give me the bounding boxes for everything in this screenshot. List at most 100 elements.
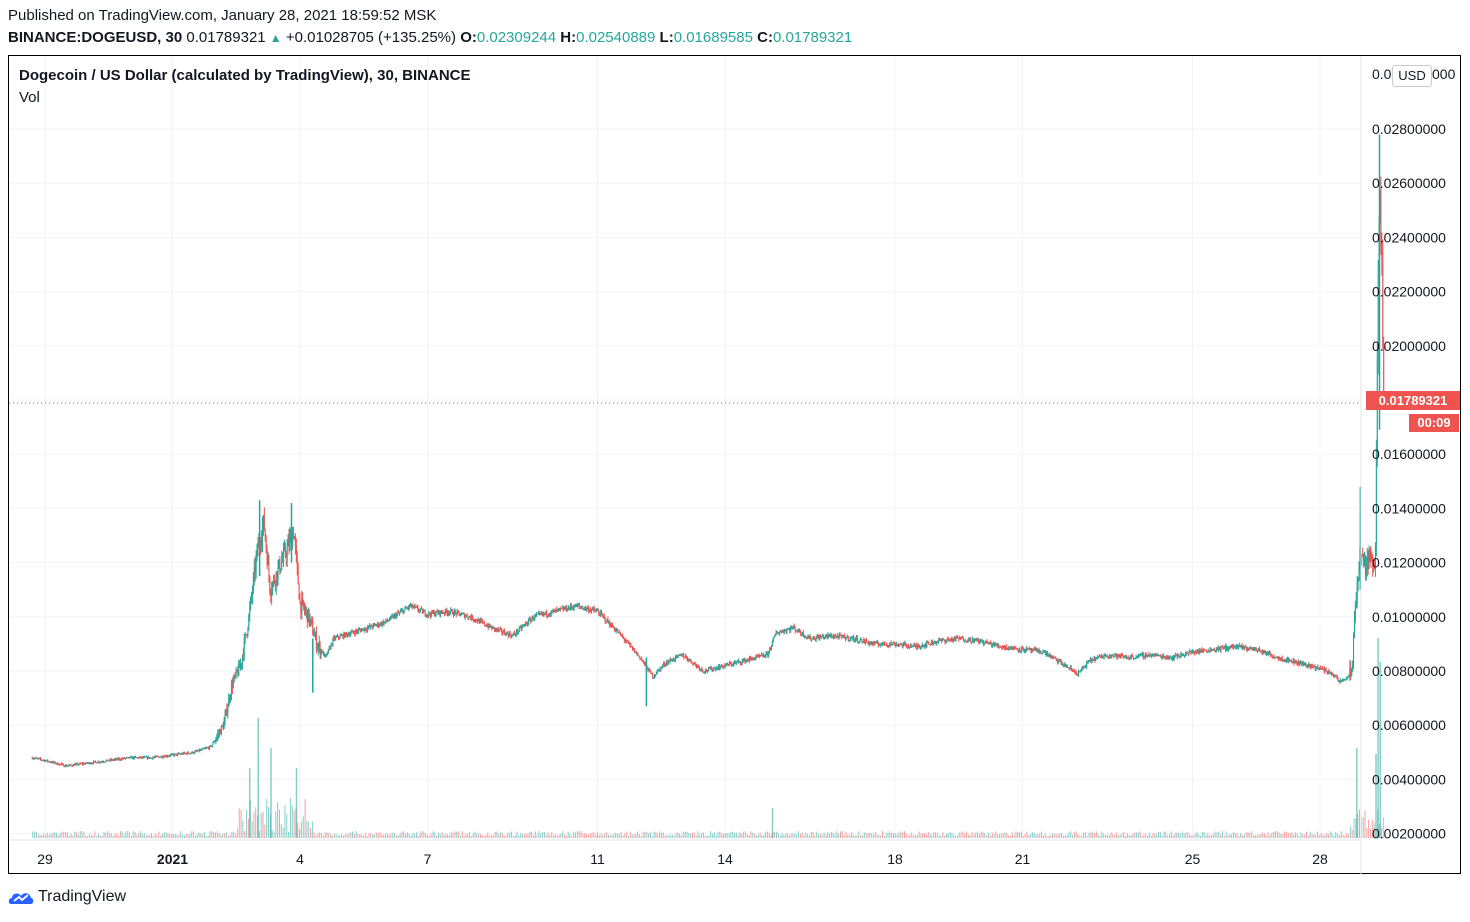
candle — [888, 642, 890, 647]
candle — [520, 625, 522, 632]
candle — [233, 674, 235, 683]
volume-bar — [997, 834, 999, 838]
candle-body — [699, 669, 701, 671]
volume-bar — [768, 832, 770, 838]
candle — [1268, 651, 1270, 656]
candle-body — [520, 626, 522, 629]
candle — [227, 703, 229, 719]
candle — [1126, 655, 1128, 660]
candle — [667, 659, 669, 665]
candle-body — [866, 642, 868, 644]
candle — [144, 755, 146, 758]
candle-body — [1271, 655, 1273, 657]
volume-bar — [43, 833, 45, 838]
candle-body — [282, 559, 284, 562]
candle — [593, 605, 595, 613]
candle-body — [1092, 659, 1094, 661]
candle-body — [505, 632, 507, 636]
candle-body — [762, 654, 764, 657]
candle-body — [771, 641, 773, 647]
candle — [648, 666, 650, 672]
candle — [251, 591, 253, 604]
volume-bar — [1338, 835, 1340, 838]
candle-body — [338, 637, 340, 639]
candle-body — [343, 633, 345, 638]
candle — [1056, 659, 1058, 665]
candle — [691, 661, 693, 664]
candle — [588, 605, 590, 614]
candle — [1170, 655, 1172, 659]
candle-body — [110, 759, 112, 761]
candle — [305, 606, 307, 619]
candle — [700, 667, 702, 672]
volume-bar — [1119, 834, 1121, 838]
candle — [875, 641, 877, 645]
volume-bar — [1117, 835, 1119, 838]
volume-bar — [505, 835, 507, 838]
candle-body — [1024, 650, 1026, 652]
candle-body — [192, 751, 194, 754]
candle — [112, 758, 114, 761]
volume-bar — [633, 834, 635, 838]
candle-body — [1101, 657, 1103, 659]
candle-body — [793, 626, 795, 628]
candle-body — [538, 613, 540, 615]
candle — [1268, 650, 1270, 655]
volume-bar — [710, 831, 712, 838]
candle-body — [996, 644, 998, 647]
candle — [211, 744, 213, 748]
candle-body — [413, 605, 415, 608]
volume-bar — [1134, 832, 1136, 838]
volume-bar — [209, 831, 211, 838]
candle-body — [813, 637, 815, 640]
candle-body — [357, 629, 359, 632]
candle-body — [757, 655, 759, 657]
volume-bar — [850, 832, 852, 838]
candle-body — [385, 619, 387, 622]
candle-body — [148, 756, 150, 759]
candle-body — [1090, 658, 1092, 662]
volume-bar — [193, 831, 195, 838]
candle — [44, 759, 46, 763]
candle-body — [336, 636, 338, 638]
candle-body — [1099, 655, 1101, 657]
candle — [1239, 644, 1241, 648]
volume-bar — [1126, 833, 1128, 838]
candle — [198, 748, 200, 753]
candle — [641, 656, 643, 662]
candle-body — [746, 659, 748, 661]
candle — [202, 747, 204, 750]
candle-body — [421, 608, 423, 614]
volume-bar — [1064, 835, 1066, 838]
candle — [72, 763, 74, 767]
candle-body — [690, 659, 692, 663]
candle — [166, 755, 168, 758]
volume-bar — [593, 831, 595, 838]
candle-body — [60, 763, 62, 765]
candle-body — [1230, 645, 1232, 648]
volume-bar — [297, 822, 299, 838]
candle — [678, 653, 680, 656]
candle — [158, 756, 160, 758]
candle-body — [219, 730, 221, 735]
candle-body — [976, 638, 978, 641]
candle-body — [1133, 658, 1135, 660]
candle-body — [947, 639, 949, 641]
candle-body — [1065, 663, 1067, 668]
volume-bar — [971, 831, 973, 838]
volume-bar — [1298, 835, 1300, 838]
candle — [181, 752, 183, 755]
volume-bar — [99, 835, 101, 838]
candle-body — [111, 759, 113, 761]
volume-bar — [469, 831, 471, 838]
candle — [643, 661, 645, 666]
candle — [130, 755, 132, 758]
candle — [335, 635, 337, 641]
candle-body — [1136, 656, 1138, 658]
volume-bar — [644, 831, 646, 838]
candle — [967, 638, 969, 643]
candle-body — [753, 658, 755, 661]
candle-body — [1255, 647, 1257, 649]
volume-bar — [392, 832, 394, 838]
